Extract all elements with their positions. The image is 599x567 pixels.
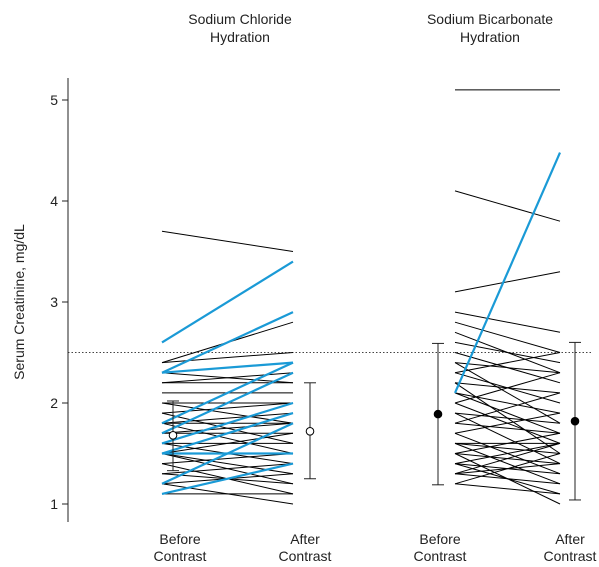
- paired-line-g1-35: [161, 462, 294, 495]
- paired-line-g1-32: [161, 401, 294, 445]
- paired-line-g1-20: [161, 412, 294, 444]
- y-tick-label: 3: [50, 294, 58, 310]
- paired-line-g1-37: [161, 372, 294, 384]
- category-label-3: Contrast: [414, 548, 467, 564]
- y-tick-label: 5: [50, 92, 58, 108]
- paired-line-g1-33: [161, 412, 294, 455]
- y-axis-label: Serum Creatinine, mg/dL: [11, 224, 27, 380]
- paired-line-g1-14: [161, 412, 294, 424]
- y-tick-label: 4: [50, 193, 58, 209]
- paired-line-g2-3: [454, 271, 561, 293]
- y-tick-label: 1: [50, 496, 58, 512]
- paired-line-g1-5: [161, 352, 294, 364]
- paired-line-g2-7: [454, 341, 561, 364]
- mean-marker: [168, 431, 178, 440]
- paired-line-g2-2: [454, 190, 561, 222]
- summary-marker-4: [569, 341, 581, 501]
- paired-line-g2-31: [454, 382, 561, 454]
- mean-marker: [305, 426, 315, 436]
- text-layer: Serum Creatinine, mg/dL Sodium Chloride Hy…: [11, 11, 597, 564]
- paired-line-g1-19: [161, 422, 294, 454]
- paired-line-g2-15: [454, 422, 561, 434]
- mean-marker: [433, 409, 443, 419]
- paired-line-g2-29: [454, 402, 561, 444]
- paired-line-g1-21: [161, 453, 294, 465]
- paired-line-g1-12: [161, 402, 294, 414]
- category-label-1: Contrast: [154, 548, 207, 564]
- y-axis: 1 2 3 4 5: [50, 78, 69, 522]
- group-title-1: Sodium Chloride: [188, 11, 292, 27]
- paired-line-g2-32: [454, 392, 561, 424]
- paired-line-g2-39: [453, 152, 562, 394]
- category-label-4: After: [555, 531, 585, 547]
- paired-line-g1-2: [161, 260, 294, 344]
- paired-line-g2-30: [454, 432, 561, 475]
- paired-line-g1-1: [161, 230, 294, 252]
- group-title-1: Hydration: [210, 29, 270, 45]
- paired-line-g2-4: [454, 311, 561, 333]
- paired-line-g2-18: [454, 442, 561, 454]
- paired-line-g1-29: [161, 453, 294, 485]
- category-label-2: After: [290, 531, 320, 547]
- category-label-3: Before: [419, 531, 460, 547]
- paired-line-g2-26: [454, 453, 561, 485]
- paired-line-g2-28: [454, 412, 561, 465]
- paired-line-g2-38: [454, 352, 561, 374]
- category-label-2: Contrast: [279, 548, 332, 564]
- paired-line-g1-6: [161, 361, 294, 374]
- paired-line-g1-23: [161, 453, 294, 475]
- paired-line-g1-3: [161, 311, 294, 374]
- paired-line-g2-25: [454, 483, 561, 495]
- mean-marker: [570, 416, 580, 426]
- summary-marker-2: [304, 382, 316, 480]
- paired-line-g2-34: [454, 442, 561, 485]
- paired-line-g2-37: [454, 442, 561, 475]
- paired-line-g2-36: [454, 392, 561, 434]
- paired-line-g2-13: [454, 372, 561, 404]
- paired-line-g2-5: [454, 321, 561, 353]
- summary-markers-layer: [167, 341, 581, 501]
- category-label-1: Before: [159, 531, 200, 547]
- paired-line-g1-8: [161, 361, 294, 425]
- summary-marker-3: [432, 342, 444, 486]
- group-title-2: Hydration: [460, 29, 520, 45]
- paired-line-g2-33: [454, 362, 561, 424]
- group-title-2: Sodium Bicarbonate: [427, 11, 553, 27]
- summary-marker-1: [167, 400, 179, 472]
- paired-line-g1-18: [161, 432, 294, 454]
- category-label-4: Contrast: [544, 548, 597, 564]
- y-tick-label: 2: [50, 395, 58, 411]
- paired-line-g2-9: [454, 362, 561, 374]
- paired-lines-layer: [161, 89, 562, 505]
- paired-line-g2-12: [454, 392, 561, 414]
- paired-line-g1-31: [161, 371, 294, 435]
